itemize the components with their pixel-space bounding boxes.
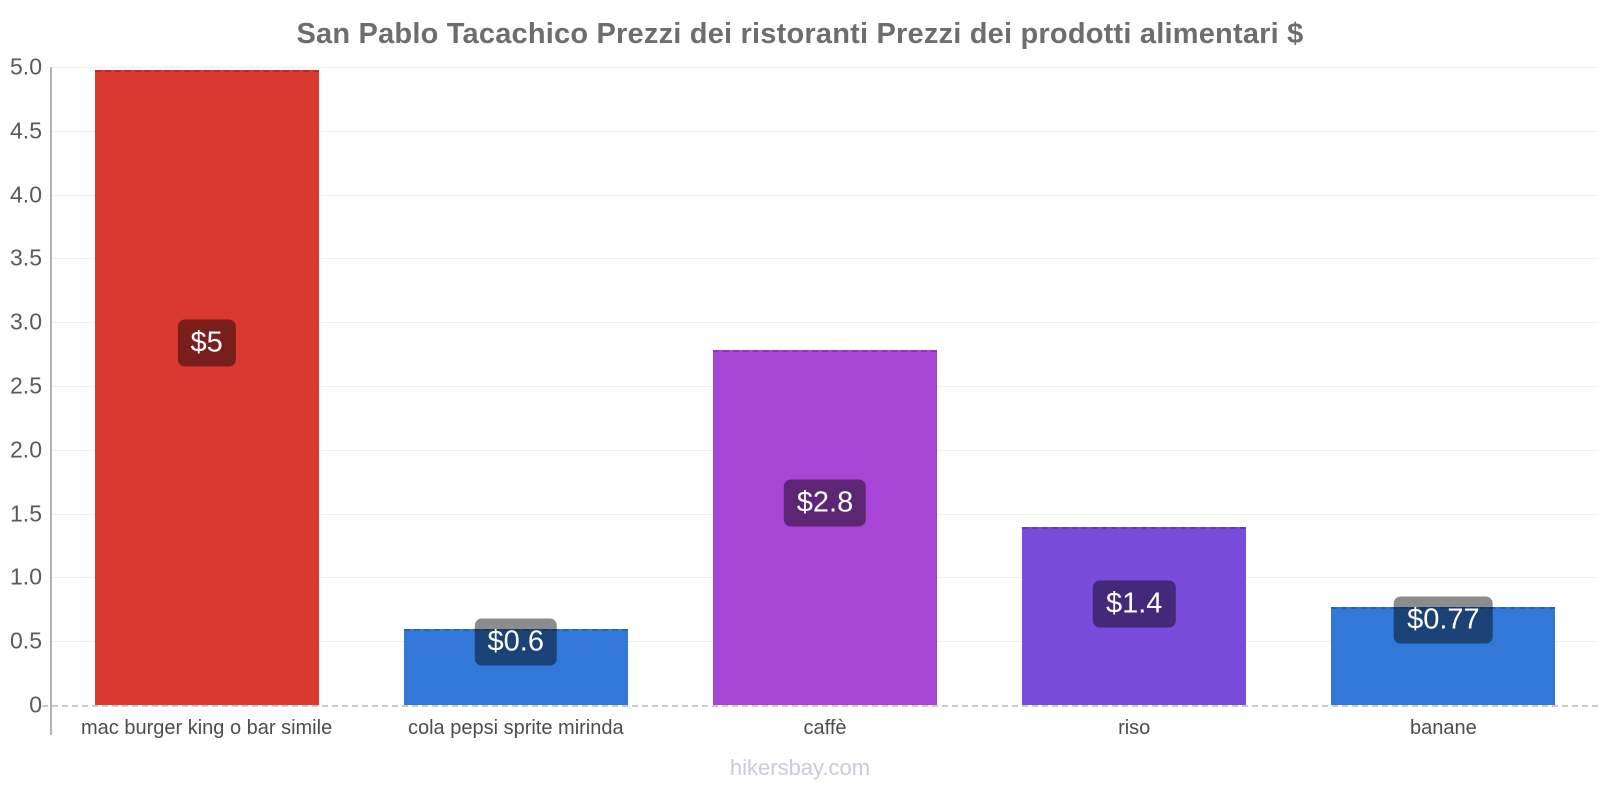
x-axis-category-label: banane [1410, 717, 1477, 739]
gridline [52, 67, 1598, 68]
y-tick-label: 0 [29, 691, 42, 718]
x-axis-category-label: mac burger king o bar simile [80, 717, 333, 739]
x-axis-category-label: cola pepsi sprite mirinda [407, 717, 624, 739]
y-tick-label: 2.0 [10, 436, 42, 463]
plot-area: 5.0 4.5 4.0 3.5 3.0 2.5 2.0 1.5 1.0 0.5 0 $5 $0.6 $2.… [10, 54, 1598, 718]
y-tick-label: 4.5 [10, 117, 42, 144]
value-label-chip: $1.4 [1092, 580, 1176, 628]
x-axis-baseline [42, 705, 1598, 707]
gridline [52, 322, 1598, 324]
value-label-chip: $0.77 [1394, 596, 1493, 644]
bar-1 [94, 70, 319, 705]
y-tick-label: 3.0 [10, 308, 42, 335]
y-tick-label: 0.5 [10, 627, 42, 654]
value-label-chip: $5 [177, 319, 236, 367]
y-tick-label: 2.5 [10, 372, 42, 399]
bar-group-1: $5 [52, 67, 361, 705]
bar-group-4: $1.4 [980, 67, 1289, 705]
y-tick-label: 5.0 [10, 53, 42, 80]
value-label-chip: $2.8 [783, 479, 867, 527]
bar-group-3: $2.8 [670, 67, 979, 705]
bar-4 [1022, 527, 1247, 705]
x-axis-category-label: riso [1118, 717, 1151, 739]
x-axis-category-label: caffè [803, 717, 847, 739]
bar-2 [403, 629, 628, 705]
value-label-chip: $0.6 [474, 618, 558, 666]
bar-group-5: $0.77 [1289, 67, 1598, 705]
y-axis-line [50, 67, 52, 735]
bar-5 [1331, 607, 1556, 705]
gridline [52, 130, 1598, 132]
watermark-text: hikersbay.com [729, 755, 871, 780]
bar-group-2: $0.6 [361, 67, 670, 705]
y-tick-label: 3.5 [10, 244, 42, 271]
y-tick-label: 1.5 [10, 500, 42, 527]
y-tick-label: 1.0 [10, 563, 42, 590]
bar-3 [712, 350, 937, 705]
y-tick-label: 4.0 [10, 181, 42, 208]
gridline [52, 194, 1598, 196]
chart-title: San Pablo Tacachico Prezzi dei ristorant… [296, 18, 1304, 50]
gridline [52, 258, 1598, 260]
